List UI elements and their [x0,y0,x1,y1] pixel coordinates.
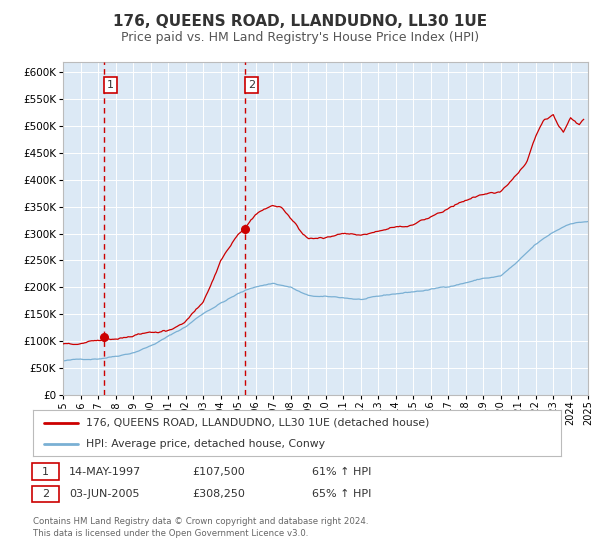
Text: 2: 2 [42,489,49,499]
Text: 65% ↑ HPI: 65% ↑ HPI [312,489,371,499]
Text: 1: 1 [42,466,49,477]
Text: 03-JUN-2005: 03-JUN-2005 [69,489,139,499]
Text: £308,250: £308,250 [192,489,245,499]
Text: 1: 1 [107,80,114,90]
Text: 61% ↑ HPI: 61% ↑ HPI [312,466,371,477]
Text: 176, QUEENS ROAD, LLANDUDNO, LL30 1UE (detached house): 176, QUEENS ROAD, LLANDUDNO, LL30 1UE (d… [86,418,429,428]
Text: £107,500: £107,500 [192,466,245,477]
Text: 2: 2 [248,80,255,90]
Text: 176, QUEENS ROAD, LLANDUDNO, LL30 1UE: 176, QUEENS ROAD, LLANDUDNO, LL30 1UE [113,14,487,29]
Text: Price paid vs. HM Land Registry's House Price Index (HPI): Price paid vs. HM Land Registry's House … [121,31,479,44]
Text: 14-MAY-1997: 14-MAY-1997 [69,466,141,477]
Text: This data is licensed under the Open Government Licence v3.0.: This data is licensed under the Open Gov… [33,529,308,538]
Text: Contains HM Land Registry data © Crown copyright and database right 2024.: Contains HM Land Registry data © Crown c… [33,517,368,526]
Text: HPI: Average price, detached house, Conwy: HPI: Average price, detached house, Conw… [86,439,325,449]
